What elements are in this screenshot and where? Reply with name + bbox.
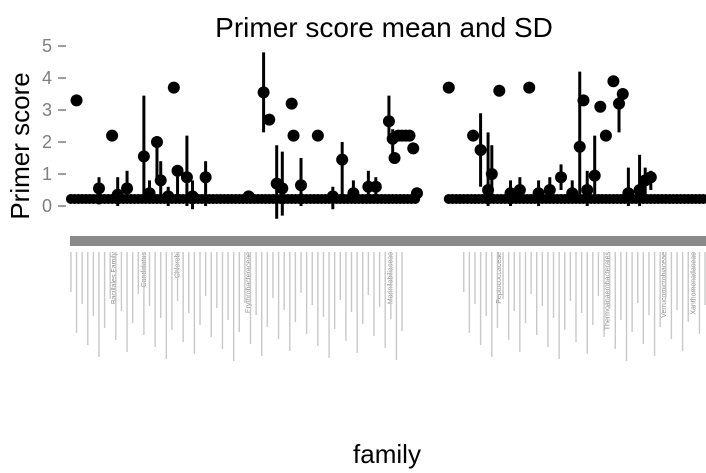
y-tick-label: 1 (42, 164, 52, 184)
mean-point (442, 81, 455, 94)
x-category-label: Bacillales Family (111, 252, 118, 305)
mean-point (407, 142, 420, 155)
mean-point (543, 184, 556, 196)
x-category-label: Peptococcaceae (496, 252, 503, 304)
x-category-label: Thermoanaerobacterales (605, 252, 612, 331)
mean-point (285, 97, 298, 110)
mean-point (92, 182, 105, 195)
mean-point (70, 94, 83, 107)
mean-point (276, 182, 289, 195)
mean-point (474, 144, 487, 156)
mean-point (257, 86, 270, 99)
mean-point (186, 190, 199, 203)
mean-point (180, 171, 193, 184)
mean-point (369, 180, 382, 193)
mean-point (382, 115, 395, 128)
mean-point (573, 140, 586, 153)
mean-point (167, 81, 180, 94)
mean-point (555, 171, 568, 184)
mean-point (143, 187, 156, 200)
mean-point (513, 184, 526, 196)
mean-point (485, 168, 498, 180)
mean-point (311, 129, 324, 142)
mean-point (388, 152, 401, 164)
x-axis-title: family (353, 439, 421, 469)
mean-point (199, 171, 212, 184)
mean-point (287, 129, 300, 142)
mean-point (121, 182, 134, 195)
mean-point (588, 169, 601, 182)
mean-point (594, 100, 607, 113)
x-category-labels: Bacillales FamilyCandidatusChlorobiEryth… (70, 252, 706, 361)
mean-point (162, 190, 175, 203)
mean-point (295, 179, 308, 192)
mean-point (403, 129, 416, 142)
mean-point (504, 187, 517, 200)
y-tick-label: 3 (42, 100, 52, 120)
mean-point (111, 188, 124, 201)
mean-point (644, 171, 657, 184)
mean-point (326, 190, 339, 203)
baseline-point (698, 193, 706, 204)
mean-point (613, 97, 626, 110)
mean-point (106, 129, 119, 142)
y-tick-label: 5 (42, 36, 52, 56)
x-category-strip (70, 236, 706, 246)
y-tick-label: 0 (42, 196, 52, 216)
x-category-label: Erythrobacteraceae (246, 252, 253, 313)
mean-point (263, 113, 276, 126)
mean-point (467, 129, 480, 142)
y-axis-title: Primer score (5, 72, 35, 219)
mean-point (616, 88, 629, 100)
mean-point (347, 187, 360, 200)
mean-point (336, 153, 349, 166)
mean-point (154, 174, 167, 187)
mean-points (70, 75, 657, 203)
category-tick-band (70, 236, 706, 246)
mean-point (482, 184, 495, 196)
mean-point (523, 81, 536, 94)
mean-point (566, 187, 579, 200)
mean-point (581, 184, 594, 196)
mean-point (410, 187, 423, 200)
mean-point (532, 187, 545, 200)
mean-point (150, 136, 163, 148)
y-tick-label: 2 (42, 132, 52, 152)
mean-point (599, 129, 612, 142)
x-category-label: Verrucomicrobiaceae (661, 252, 668, 318)
mean-point (622, 187, 635, 200)
mean-point (137, 150, 150, 163)
mean-point (607, 75, 620, 88)
y-tick-label: 4 (42, 68, 52, 88)
chart-title: Primer score mean and SD (215, 12, 553, 43)
mean-point (171, 164, 184, 177)
y-axis: 0 1 2 3 4 5 (42, 36, 66, 216)
mean-point (493, 84, 506, 97)
mean-point (577, 94, 590, 107)
mean-point (242, 190, 255, 203)
mean-point (633, 184, 646, 196)
